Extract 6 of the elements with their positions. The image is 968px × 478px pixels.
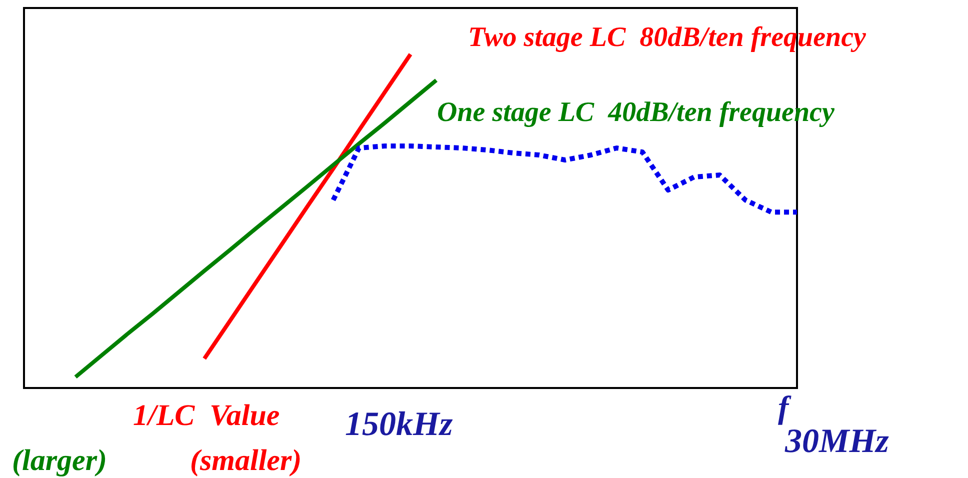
text: 150kHz	[345, 406, 454, 443]
text: 30MHz	[784, 423, 890, 460]
text: (smaller)	[190, 444, 302, 477]
text: 1/LC Value	[133, 399, 280, 432]
text: (larger)	[12, 444, 107, 477]
x-axis-title: f	[778, 389, 792, 425]
